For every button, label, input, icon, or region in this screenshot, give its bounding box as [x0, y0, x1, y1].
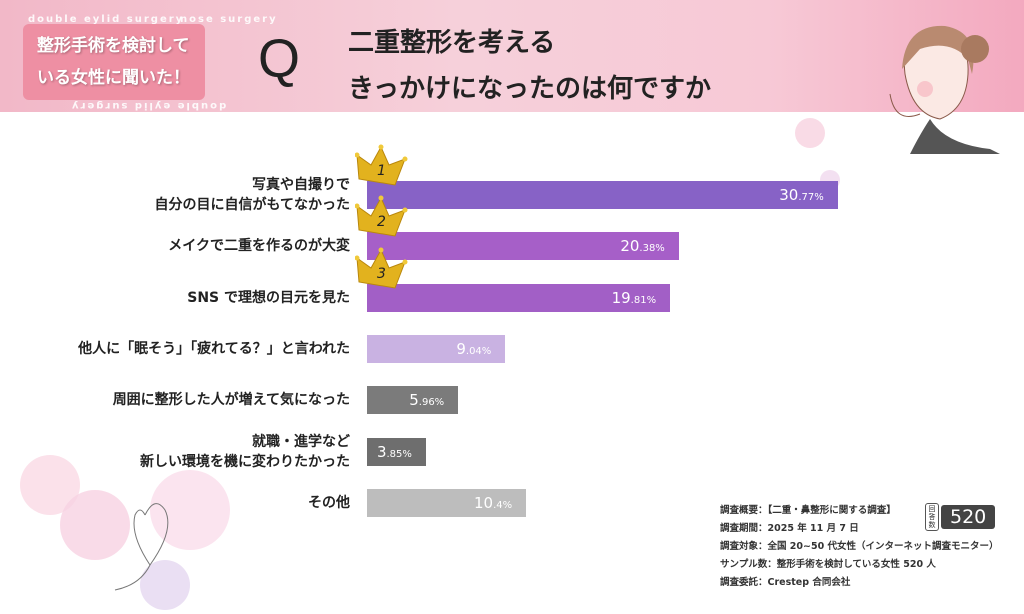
bar: 19.81%	[367, 283, 671, 312]
badge-line: いる女性に聞いた！	[37, 68, 190, 88]
bar: 30.77%	[367, 181, 838, 209]
survey-badge: 整形手術を検討して いる女性に聞いた！	[23, 24, 205, 100]
category-label: 就職・進学など 新しい環境を機に変わりたかった	[140, 433, 350, 470]
category-label: 写真や自撮りで 自分の目に自信がもてなかった	[154, 177, 350, 213]
question-title: 二重整形を考える きっかけになったのは何ですか	[348, 20, 711, 112]
rank-number: 3	[377, 266, 386, 282]
survey-line: サンプル数：整形手術を検討している女性 520 人	[720, 559, 936, 570]
category-label: 他人に「眠そう」「疲れてる？」と言われた	[78, 340, 350, 357]
crown-icon: 1	[355, 144, 408, 186]
value-label: 5.96%	[409, 391, 445, 410]
header-banner: double eylid surgery nose surgery double…	[0, 0, 1024, 154]
crown-icon: 3	[355, 247, 408, 289]
value-label: 30.77%	[779, 186, 824, 204]
q-mark: Q	[258, 29, 301, 89]
woman-illustration	[889, 25, 1000, 154]
survey-notes: 調査概要：【二重・鼻整形に関する調査】 調査期間：2025 年 11 月 7 日…	[720, 502, 999, 592]
value-label: 19.81%	[611, 288, 657, 307]
category-label: メイクで二重を作るのが大変	[168, 238, 350, 255]
survey-line: 調査委託：Crestep 合同会社	[720, 577, 851, 588]
decor-text: double eylid surgery	[28, 14, 185, 25]
survey-line: 調査期間：2025 年 11 月 7 日	[720, 523, 859, 534]
decor-circle	[795, 118, 825, 148]
value-label: 10.4%	[473, 493, 513, 512]
category-label: SNS で理想の目元を見た	[187, 289, 350, 306]
bar: 5.96%	[367, 386, 459, 415]
value-label: 3.85%	[376, 442, 412, 461]
rank-number: 1	[377, 163, 386, 179]
count-value: 520	[941, 505, 996, 529]
count-tag: 回答数	[925, 503, 939, 531]
bar: 9.04%	[367, 334, 506, 363]
bar: 10.4%	[367, 488, 527, 517]
question-line: 二重整形を考える	[348, 28, 556, 58]
decor-text: nose surgery	[180, 14, 278, 25]
decor-circle	[60, 490, 130, 560]
survey-line: 調査対象：全国 20~50 代女性（インターネット調査モニター）	[720, 541, 999, 552]
decor-circle	[150, 470, 230, 550]
heart-doodle	[114, 503, 169, 591]
bar: 20.38%	[367, 232, 679, 261]
category-label: その他	[308, 494, 350, 511]
response-count: 回答数 520	[925, 503, 996, 531]
survey-line: 調査概要：【二重・鼻整形に関する調査】	[720, 505, 896, 516]
question-line: きっかけになったのは何ですか	[348, 74, 711, 104]
decor-text: double eylid surgery	[70, 100, 227, 111]
crown-icon: 2	[355, 195, 408, 237]
value-label: 20.38%	[620, 237, 665, 256]
rank-number: 2	[377, 214, 386, 230]
bar: 3.85%	[367, 437, 426, 466]
value-label: 9.04%	[456, 339, 492, 358]
badge-line: 整形手術を検討して	[37, 36, 190, 56]
category-label: 周囲に整形した人が増えて気になった	[112, 392, 350, 409]
